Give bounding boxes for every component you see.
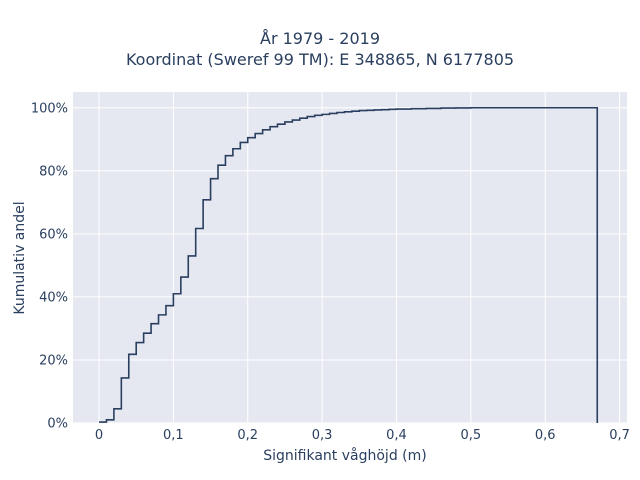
chart-subtitle: Koordinat (Sweref 99 TM): E 348865, N 61…: [125, 50, 515, 69]
x-tick-label: 0,3: [312, 428, 333, 443]
y-tick-label: 20%: [39, 353, 68, 368]
grid-layer: [73, 92, 627, 424]
series-layer: [99, 106, 599, 423]
x-tick-label: 0,5: [460, 428, 481, 443]
tick-layer: 0 0,1 0,2 0,3 0,4 0,5 0,6 0,7 0% 20% 40% 60% 80% 100%: [31, 101, 630, 443]
y-tick-label: 0%: [47, 417, 68, 432]
x-tick-label: 0,1: [163, 428, 184, 443]
x-axis-label: Signifikant våghöjd (m): [263, 448, 427, 464]
x-tick-label: 0,7: [609, 428, 630, 443]
cumulative-step-line: [99, 106, 599, 423]
y-tick-label: 100%: [31, 101, 68, 116]
y-tick-label: 80%: [39, 164, 68, 179]
x-tick-label: 0,2: [237, 428, 258, 443]
y-axis-label: Kumulativ andel: [12, 201, 28, 315]
plot-background: [73, 92, 627, 423]
x-tick-label: 0,6: [535, 428, 556, 443]
y-tick-label: 40%: [39, 290, 68, 305]
x-tick-label: 0: [95, 428, 103, 443]
chart-title: År 1979 - 2019: [260, 29, 380, 48]
y-tick-label: 60%: [39, 227, 68, 242]
x-tick-label: 0,4: [386, 428, 407, 443]
